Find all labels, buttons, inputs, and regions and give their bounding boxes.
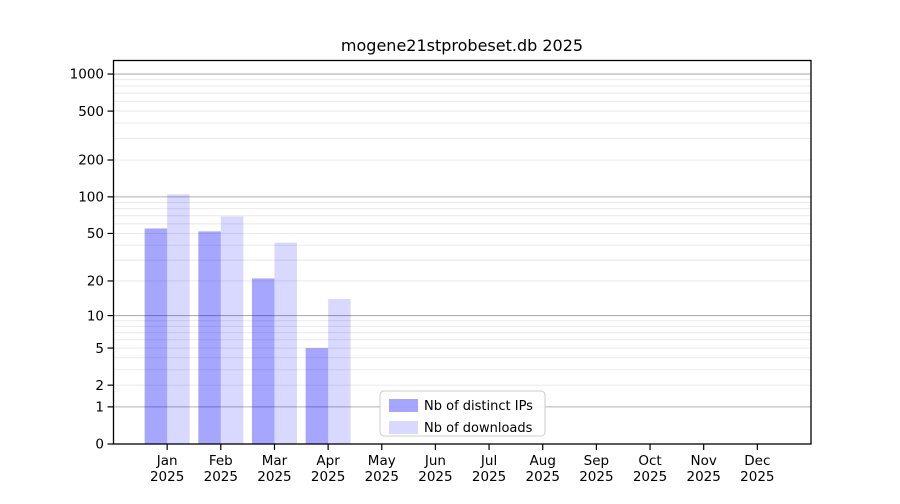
x-tick-label-year: 2025 [526, 469, 560, 485]
y-tick-label: 10 [87, 308, 104, 324]
bar-distinct-ips-jan [144, 228, 168, 444]
legend-box [379, 390, 546, 437]
plot-border [112, 59, 812, 445]
x-tick-label-year: 2025 [311, 469, 345, 485]
x-tick-label-month: Aug [530, 453, 556, 469]
x-tick-label-year: 2025 [204, 469, 238, 485]
y-tick-label: 5 [95, 341, 104, 357]
x-tick-label-year: 2025 [472, 469, 506, 485]
x-tick-label-month: Feb [209, 453, 233, 469]
x-tick-label-year: 2025 [418, 469, 452, 485]
y-tick-label: 2 [95, 378, 104, 394]
x-tick-label-month: Jun [424, 453, 446, 469]
y-tick-label: 200 [78, 153, 104, 169]
x-tick-label-year: 2025 [150, 469, 184, 485]
x-tick-label-month: Dec [744, 453, 770, 469]
x-tick-label-month: Apr [316, 453, 340, 469]
legend-swatch-distinct-ips [389, 399, 418, 412]
x-tick-label-month: Nov [691, 453, 717, 469]
bar-distinct-ips-apr [305, 348, 329, 444]
y-tick-label: 100 [78, 190, 104, 206]
y-tick-label: 1000 [70, 67, 104, 83]
x-tick-label-year: 2025 [579, 469, 613, 485]
x-tick-label-year: 2025 [740, 469, 774, 485]
x-tick-label-year: 2025 [687, 469, 721, 485]
bar-downloads-jan [167, 194, 190, 444]
y-tick-label: 20 [87, 274, 104, 290]
x-tick-label-year: 2025 [365, 469, 399, 485]
legend-label-distinct-ips: Nb of distinct IPs [424, 399, 533, 414]
y-tick-label: 1 [95, 400, 104, 416]
legend-swatch-downloads [389, 421, 418, 434]
bar-distinct-ips-feb [198, 231, 221, 444]
legend: Nb of distinct IPs Nb of downloads [379, 390, 546, 437]
x-tick-label-month: Oct [638, 453, 661, 469]
y-tick-label: 0 [95, 437, 104, 453]
x-tick-label-month: Jan [156, 453, 178, 469]
bars [144, 194, 351, 444]
axis-ticks-and-labels: 10005002001005020105210Jan2025Feb2025Mar… [70, 67, 775, 485]
y-tick-label: 500 [78, 104, 104, 120]
bar-distinct-ips-mar [251, 278, 275, 444]
chart-title: mogene21stprobeset.db 2025 [341, 36, 583, 55]
x-tick-label-year: 2025 [257, 469, 291, 485]
x-tick-label-year: 2025 [633, 469, 667, 485]
bar-downloads-apr [328, 298, 351, 444]
bar-downloads-feb [220, 216, 244, 444]
x-tick-label-month: Jul [480, 453, 497, 469]
bar-downloads-mar [274, 242, 297, 444]
x-tick-label-month: May [368, 453, 396, 469]
x-tick-label-month: Sep [584, 453, 609, 469]
legend-label-downloads: Nb of downloads [424, 421, 533, 436]
x-tick-label-month: Mar [262, 453, 288, 469]
y-tick-label: 50 [87, 226, 104, 242]
